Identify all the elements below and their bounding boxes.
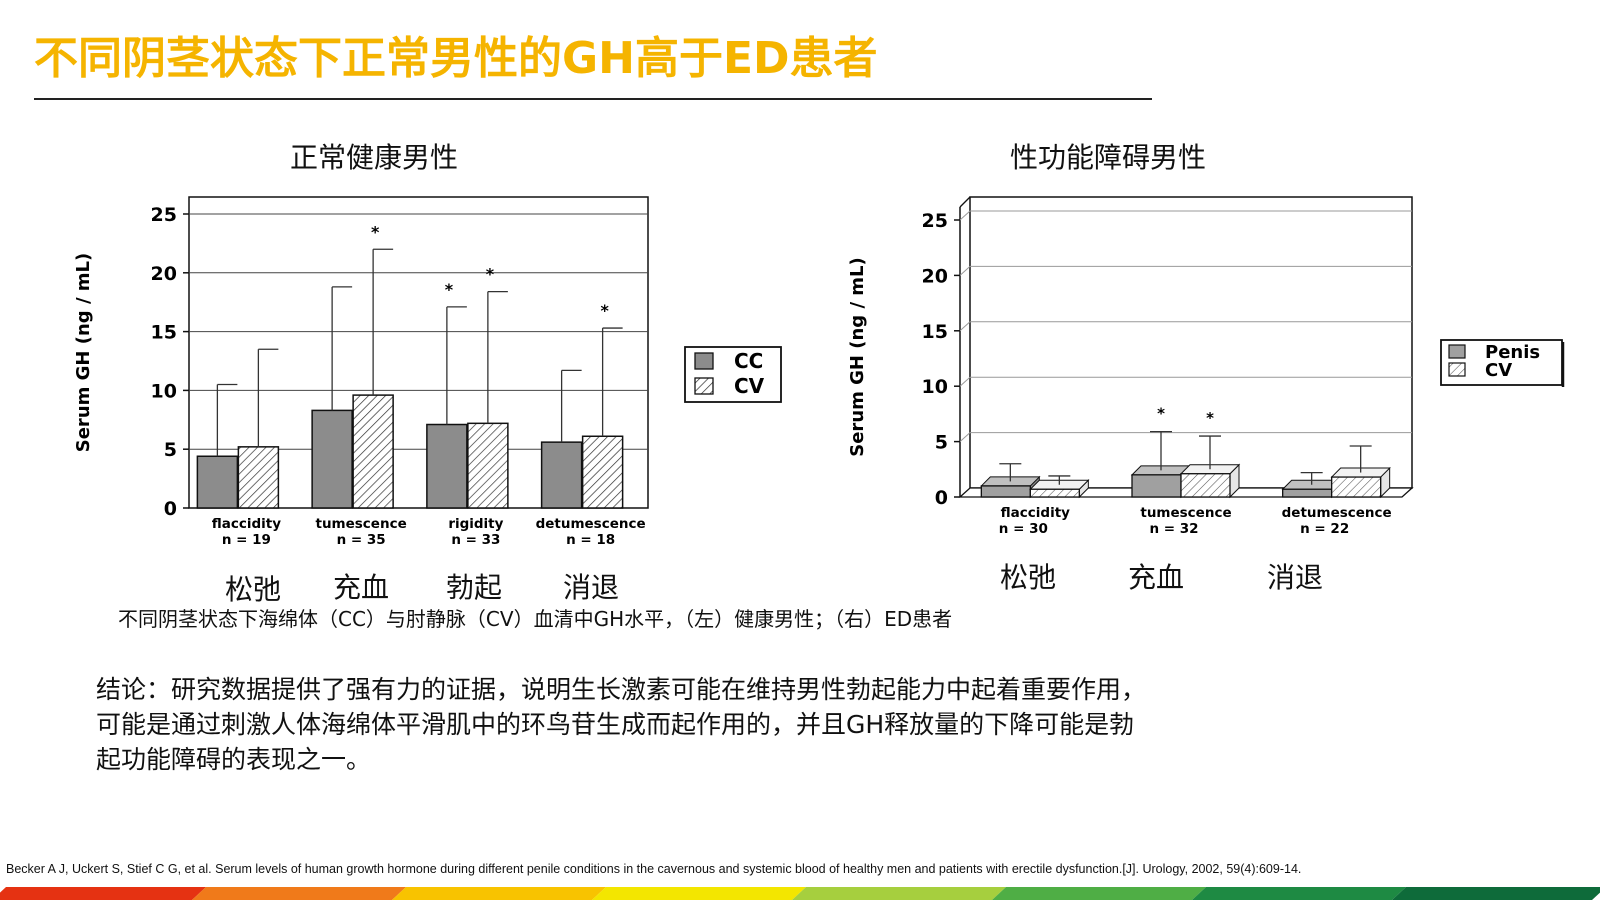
- x-category-n-label: n = 30: [999, 521, 1048, 537]
- bar-cv: [1029, 488, 1080, 498]
- legend-label-cc: CC: [734, 349, 763, 373]
- bar-cv: [467, 422, 509, 509]
- right-stage-label-tumescence: 充血: [1128, 561, 1185, 594]
- y-tick-label: 15: [151, 322, 177, 344]
- y-tick-label: 20: [151, 263, 177, 285]
- stripe-segment: [1392, 887, 1600, 900]
- x-category-n-label: n = 19: [222, 532, 271, 548]
- right-y-axis-edge: [959, 196, 971, 208]
- y-axis-label: Serum GH (ng / mL): [73, 253, 94, 452]
- stripe-segment: [1192, 887, 1406, 900]
- bar-penis: [1282, 488, 1333, 498]
- x-category-n-label: n = 18: [566, 532, 615, 548]
- y-tick-label: 5: [164, 439, 177, 461]
- y-tick-label: 5: [935, 432, 948, 454]
- stripe-segment: [192, 887, 406, 900]
- right-stage-label-detumescence: 消退: [1267, 561, 1324, 594]
- right-chart-heading: 性功能障碍男性: [1010, 141, 1207, 174]
- x-category-label: detumescence: [1282, 505, 1392, 521]
- x-category-label: flaccidity: [212, 516, 281, 532]
- gridline-side: [959, 266, 971, 276]
- conclusion-line: 可能是通过刺激人体海绵体平滑肌中的环鸟苷生成而起作用的，并且GH释放量的下降可能…: [96, 710, 1135, 739]
- significance-marker: *: [371, 222, 380, 241]
- slide-title: 不同阴茎状态下正常男性的GH高于ED患者: [34, 33, 878, 84]
- y-tick-label: 20: [922, 265, 948, 287]
- gridline-side: [959, 210, 971, 221]
- y-tick-label: 15: [922, 321, 948, 343]
- left-stage-label-detumescence: 消退: [563, 571, 620, 604]
- x-category-n-label: n = 33: [451, 532, 500, 548]
- stripe-segment: [0, 887, 206, 900]
- gridline-side: [959, 432, 971, 442]
- x-category-n-label: n = 22: [1300, 521, 1349, 537]
- y-tick-label: 10: [922, 376, 948, 398]
- significance-marker: *: [1206, 409, 1214, 427]
- x-category-label: flaccidity: [1001, 505, 1070, 521]
- left-stage-label-flaccidity: 松弛: [225, 573, 282, 606]
- gridline-side: [959, 321, 971, 332]
- stripe-segment: [592, 887, 806, 900]
- y-tick-label: 0: [164, 498, 177, 520]
- conclusion-line: 起功能障碍的表现之一。: [96, 745, 372, 774]
- left-chart-heading: 正常健康男性: [290, 141, 459, 174]
- left-stage-label-rigidity: 勃起: [446, 571, 503, 604]
- stripe-segment: [992, 887, 1206, 900]
- x-category-n-label: n = 32: [1149, 521, 1198, 537]
- x-category-label: detumescence: [536, 516, 646, 532]
- title-underline: [34, 98, 1152, 100]
- y-tick-label: 25: [922, 210, 948, 232]
- significance-marker: *: [1157, 405, 1165, 423]
- gridline-side: [959, 376, 971, 387]
- bar-cv: [581, 435, 624, 509]
- y-tick-label: 0: [935, 487, 948, 509]
- bar-cv: [237, 446, 280, 509]
- figure-caption: 不同阴茎状态下海绵体（CC）与肘静脉（CV）血清中GH水平，（左）健康男性；（右…: [118, 607, 953, 631]
- conclusion-line: 结论：研究数据提供了强有力的证据，说明生长激素可能在维持男性勃起能力中起着重要作…: [96, 675, 1147, 704]
- bar-cv: [352, 394, 394, 509]
- y-tick-label: 25: [151, 204, 177, 226]
- x-category-n-label: n = 35: [337, 532, 386, 548]
- significance-marker: *: [445, 280, 454, 299]
- reference-citation: Becker A J, Uckert S, Stief C G, et al. …: [6, 862, 1302, 876]
- stripe-segment: [392, 887, 606, 900]
- legend-swatch-cv: [694, 377, 714, 395]
- bar-cc: [196, 455, 239, 509]
- legend-swatch-penis: [1448, 344, 1466, 359]
- conclusion-text: 结论：研究数据提供了强有力的证据，说明生长激素可能在维持男性勃起能力中起着重要作…: [96, 672, 1376, 777]
- bar-cv: [1331, 476, 1382, 498]
- left-stage-label-tumescence: 充血: [333, 571, 390, 604]
- bar-cc: [426, 423, 468, 509]
- legend-swatch-cv: [1448, 362, 1466, 377]
- significance-marker: *: [486, 265, 495, 284]
- y-axis-label: Serum GH (ng / mL): [847, 257, 868, 456]
- right-stage-label-flaccidity: 松弛: [1000, 561, 1057, 594]
- bar-cc: [540, 441, 583, 509]
- x-category-label: rigidity: [448, 516, 503, 532]
- legend-label-cv: CV: [734, 374, 765, 398]
- legend-swatch-cc: [694, 352, 714, 370]
- right-plot-backwall: [969, 196, 1413, 489]
- x-category-label: tumescence: [1140, 505, 1231, 521]
- bar-cc: [311, 409, 353, 509]
- legend-label-penis: Penis: [1485, 342, 1540, 363]
- bar-penis: [980, 485, 1031, 498]
- legend-label-cv: CV: [1485, 360, 1512, 381]
- y-tick-label: 10: [151, 380, 177, 402]
- color-stripe-footer: [0, 887, 1600, 900]
- stripe-segment: [792, 887, 1006, 900]
- x-category-label: tumescence: [315, 516, 406, 532]
- significance-marker: *: [600, 301, 609, 320]
- bar-cv: [1180, 473, 1231, 498]
- bar-penis: [1131, 474, 1182, 498]
